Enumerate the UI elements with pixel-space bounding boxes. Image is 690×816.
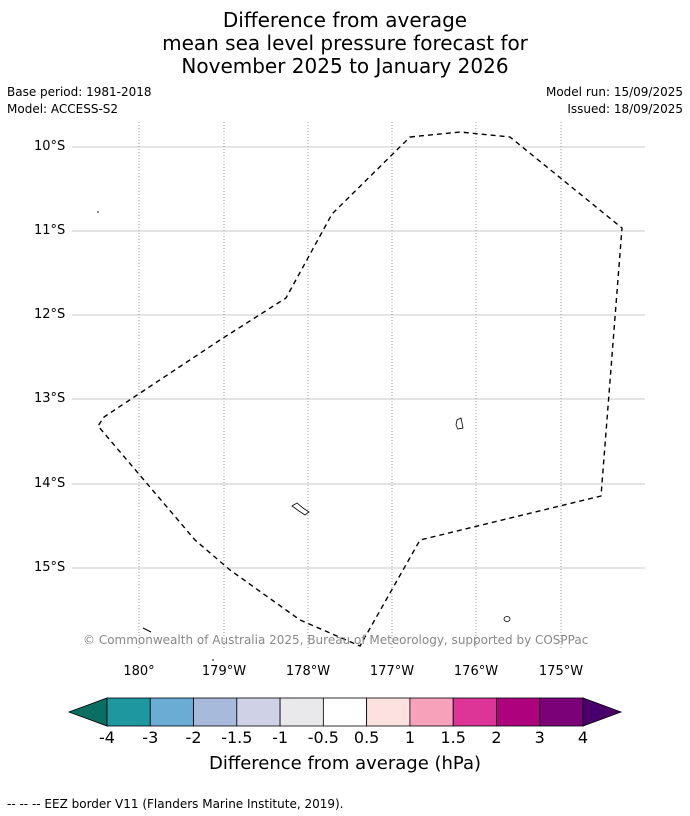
meta-right: Model run: 15/09/2025 Issued: 18/09/2025 — [546, 84, 683, 118]
title-line-1: Difference from average — [222, 8, 468, 32]
lat-label-12s: 12°S — [34, 307, 66, 322]
eez-border — [97, 131, 623, 647]
colorbar-tick-label: 1 — [404, 728, 415, 747]
issued-date: Issued: 18/09/2025 — [567, 102, 683, 116]
colorbar-segment — [409, 697, 454, 727]
lon-gridlines — [138, 122, 562, 648]
colorbar-tick-label: -3 — [142, 728, 159, 747]
colorbar-tick-label: 3 — [534, 728, 545, 747]
copyright-notice: © Commonwealth of Australia 2025, Bureau… — [83, 633, 589, 647]
island-futuna — [291, 502, 310, 516]
island-dot-2 — [212, 659, 214, 661]
colorbar-tick-label: -2 — [185, 728, 202, 747]
colorbar-segment — [193, 697, 238, 727]
colorbar-segment — [322, 697, 368, 727]
lat-label-14s: 14°S — [34, 476, 66, 491]
colorbar-segment — [149, 697, 194, 727]
colorbar-segment — [236, 697, 281, 727]
lon-label-178w: 178°W — [285, 664, 331, 679]
colorbar-tick-label: -0.5 — [307, 728, 339, 747]
lat-label-15s: 15°S — [34, 560, 66, 575]
colorbar-tick-label: 0.5 — [353, 728, 380, 747]
lat-label-10s: 10°S — [34, 139, 66, 154]
colorbar-segment — [539, 697, 584, 727]
lat-gridlines — [72, 146, 645, 569]
colorbar — [67, 697, 623, 727]
colorbar-tick-label: -1.5 — [221, 728, 253, 747]
lon-label-180: 180° — [123, 664, 155, 679]
island-small — [503, 616, 511, 622]
colorbar-tick-label: -4 — [99, 728, 115, 747]
title-line-3: November 2025 to January 2026 — [181, 54, 509, 78]
colorbar-tick-label: -1 — [272, 728, 289, 747]
lon-label-177w: 177°W — [369, 664, 415, 679]
colorbar-tick-label: 2 — [491, 728, 502, 747]
colorbar-segment — [106, 697, 151, 727]
island-fragment — [142, 627, 152, 633]
colorbar-segment — [279, 697, 324, 727]
footer-legend: -- -- -- EEZ border V11 (Flanders Marine… — [7, 797, 344, 811]
colorbar-segment — [452, 697, 497, 727]
colorbar-segment — [496, 697, 541, 727]
base-period: Base period: 1981-2018 — [7, 85, 152, 99]
lon-label-179w: 179°W — [201, 664, 247, 679]
lon-label-175w: 175°W — [538, 664, 584, 679]
colorbar-extend-low — [67, 697, 108, 727]
colorbar-extend-high — [582, 697, 623, 727]
lat-label-11s: 11°S — [34, 223, 66, 238]
island-wallis — [455, 417, 464, 430]
colorbar-tick-label: 4 — [577, 728, 589, 747]
model-run: Model run: 15/09/2025 — [545, 85, 683, 99]
colorbar-title: Difference from average (hPa) — [208, 753, 482, 774]
colorbar-segment — [366, 697, 411, 727]
lat-label-13s: 13°S — [34, 391, 66, 406]
title-line-2: mean sea level pressure forecast for — [162, 31, 528, 55]
island-dot — [97, 211, 99, 213]
model-name: Model: ACCESS-S2 — [7, 102, 119, 116]
lon-label-176w: 176°W — [453, 664, 499, 679]
meta-left: Base period: 1981-2018 Model: ACCESS-S2 — [7, 84, 152, 118]
colorbar-tick-label: 1.5 — [440, 728, 466, 747]
